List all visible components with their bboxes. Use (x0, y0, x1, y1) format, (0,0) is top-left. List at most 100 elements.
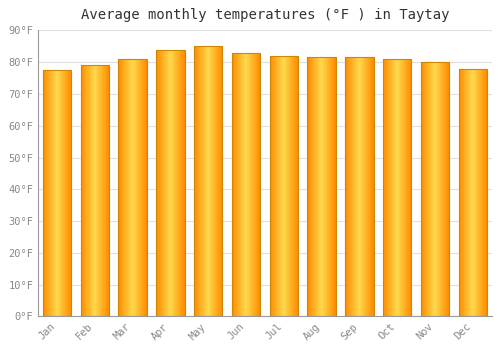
Bar (138, 59, 139, 316)
Bar (89, 65, 90, 316)
Bar (335, 57, 336, 316)
Bar (370, 57, 372, 316)
Bar (242, 53, 243, 316)
Bar (182, 49, 183, 316)
Bar (439, 62, 440, 316)
Bar (241, 53, 242, 316)
Bar (348, 57, 349, 316)
Bar (119, 59, 120, 316)
Bar (94, 65, 95, 316)
Title: Average monthly temperatures (°F ) in Taytay: Average monthly temperatures (°F ) in Ta… (80, 8, 449, 22)
Bar (322, 57, 323, 316)
Bar (70, 70, 72, 316)
Bar (280, 56, 281, 316)
Bar (67, 70, 68, 316)
Bar (68, 70, 69, 316)
Bar (232, 53, 234, 316)
Bar (125, 59, 126, 316)
Bar (323, 57, 324, 316)
Bar (316, 57, 318, 316)
Bar (385, 59, 386, 316)
Bar (209, 46, 210, 316)
Bar (328, 57, 330, 316)
Bar (458, 69, 460, 316)
Bar (180, 49, 181, 316)
Bar (259, 53, 260, 316)
Bar (43, 70, 72, 316)
Bar (274, 56, 276, 316)
Bar (146, 59, 147, 316)
Bar (251, 53, 252, 316)
Bar (421, 62, 449, 316)
Bar (50, 70, 51, 316)
Bar (45, 70, 46, 316)
Bar (427, 62, 428, 316)
Bar (47, 70, 48, 316)
Bar (333, 57, 334, 316)
Bar (194, 46, 222, 316)
Bar (313, 57, 314, 316)
Bar (88, 65, 89, 316)
Bar (140, 59, 141, 316)
Bar (314, 57, 315, 316)
Bar (206, 46, 207, 316)
Bar (421, 62, 422, 316)
Bar (485, 69, 486, 316)
Bar (403, 59, 404, 316)
Bar (395, 59, 396, 316)
Bar (486, 69, 487, 316)
Bar (388, 59, 390, 316)
Bar (234, 53, 236, 316)
Bar (349, 57, 350, 316)
Bar (356, 57, 358, 316)
Bar (480, 69, 482, 316)
Bar (237, 53, 238, 316)
Bar (393, 59, 394, 316)
Bar (400, 59, 402, 316)
Bar (458, 69, 487, 316)
Bar (350, 57, 351, 316)
Bar (90, 65, 92, 316)
Bar (283, 56, 284, 316)
Bar (132, 59, 134, 316)
Bar (372, 57, 373, 316)
Bar (84, 65, 85, 316)
Bar (460, 69, 462, 316)
Bar (358, 57, 360, 316)
Bar (422, 62, 423, 316)
Bar (176, 49, 177, 316)
Bar (130, 59, 132, 316)
Bar (445, 62, 446, 316)
Bar (172, 49, 174, 316)
Bar (59, 70, 60, 316)
Bar (294, 56, 295, 316)
Bar (156, 49, 157, 316)
Bar (100, 65, 102, 316)
Bar (472, 69, 473, 316)
Bar (334, 57, 335, 316)
Bar (66, 70, 67, 316)
Bar (198, 46, 199, 316)
Bar (410, 59, 412, 316)
Bar (169, 49, 170, 316)
Bar (43, 70, 44, 316)
Bar (289, 56, 290, 316)
Bar (106, 65, 107, 316)
Bar (85, 65, 86, 316)
Bar (468, 69, 469, 316)
Bar (168, 49, 169, 316)
Bar (440, 62, 442, 316)
Bar (195, 46, 196, 316)
Bar (396, 59, 397, 316)
Bar (216, 46, 218, 316)
Bar (295, 56, 296, 316)
Bar (213, 46, 214, 316)
Bar (320, 57, 321, 316)
Bar (159, 49, 160, 316)
Bar (354, 57, 355, 316)
Bar (240, 53, 241, 316)
Bar (406, 59, 407, 316)
Bar (308, 57, 336, 316)
Bar (296, 56, 298, 316)
Bar (97, 65, 98, 316)
